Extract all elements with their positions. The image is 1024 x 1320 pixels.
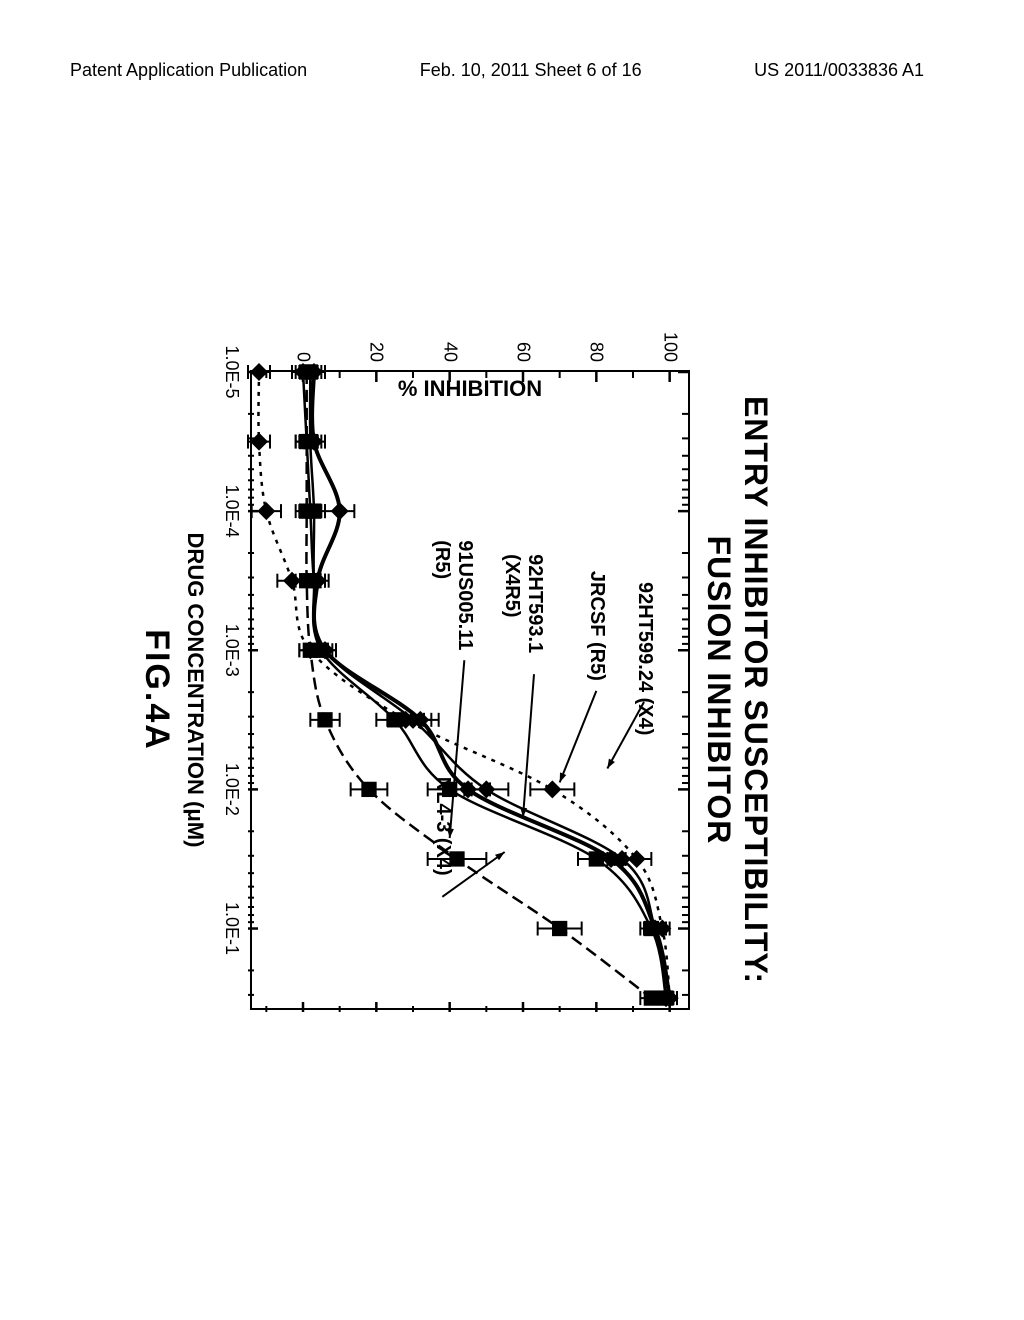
y-tick-label: 40 [439, 342, 460, 362]
series-label: 92HT593.1(X4R5) [500, 554, 546, 653]
x-axis-label: DRUG CONCENTRATION (μM) [182, 533, 208, 848]
series-label: JRCSF (R5) [585, 571, 608, 681]
header-mid: Feb. 10, 2011 Sheet 6 of 16 [420, 60, 642, 81]
plot-area: % INHIBITION DRUG CONCENTRATION (μM) FIG… [250, 370, 690, 1010]
chart-svg [248, 372, 688, 1012]
x-tick-label: 1.0E-3 [221, 624, 242, 677]
y-tick-label: 0 [293, 352, 314, 362]
x-tick-label: 1.0E-4 [221, 485, 242, 538]
patent-header: Patent Application Publication Feb. 10, … [0, 60, 1024, 81]
figure-label: FIG.4A [137, 629, 176, 751]
header-right: US 2011/0033836 A1 [754, 60, 924, 81]
series-label: NL4-3 (X4) [431, 777, 454, 876]
y-tick-label: 100 [659, 332, 680, 362]
y-tick-label: 80 [586, 342, 607, 362]
chart-title: ENTRY INHIBITOR SUSCEPTIBILITY: FUSION I… [700, 370, 774, 1010]
x-tick-label: 1.0E-2 [221, 763, 242, 816]
chart-container: ENTRY INHIBITOR SUSCEPTIBILITY: FUSION I… [250, 370, 774, 1010]
x-tick-label: 1.0E-1 [221, 902, 242, 955]
series-label: 91US005.11(R5) [430, 540, 476, 650]
y-tick-label: 60 [513, 342, 534, 362]
y-tick-label: 20 [366, 342, 387, 362]
header-left: Patent Application Publication [70, 60, 307, 81]
x-tick-label: 1.0E-5 [221, 345, 242, 398]
series-label: 92HT599.24 (X4) [633, 582, 656, 735]
